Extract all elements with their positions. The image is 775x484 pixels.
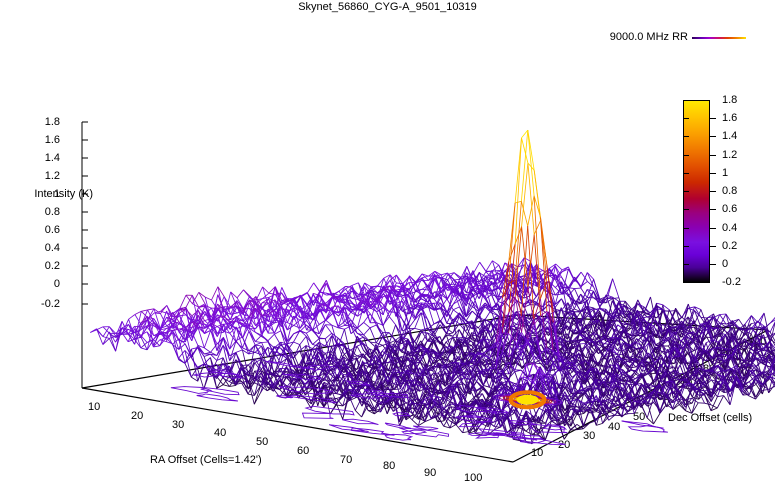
axes-border-lines (82, 122, 768, 462)
surface-wireframe-mesh (90, 130, 775, 444)
